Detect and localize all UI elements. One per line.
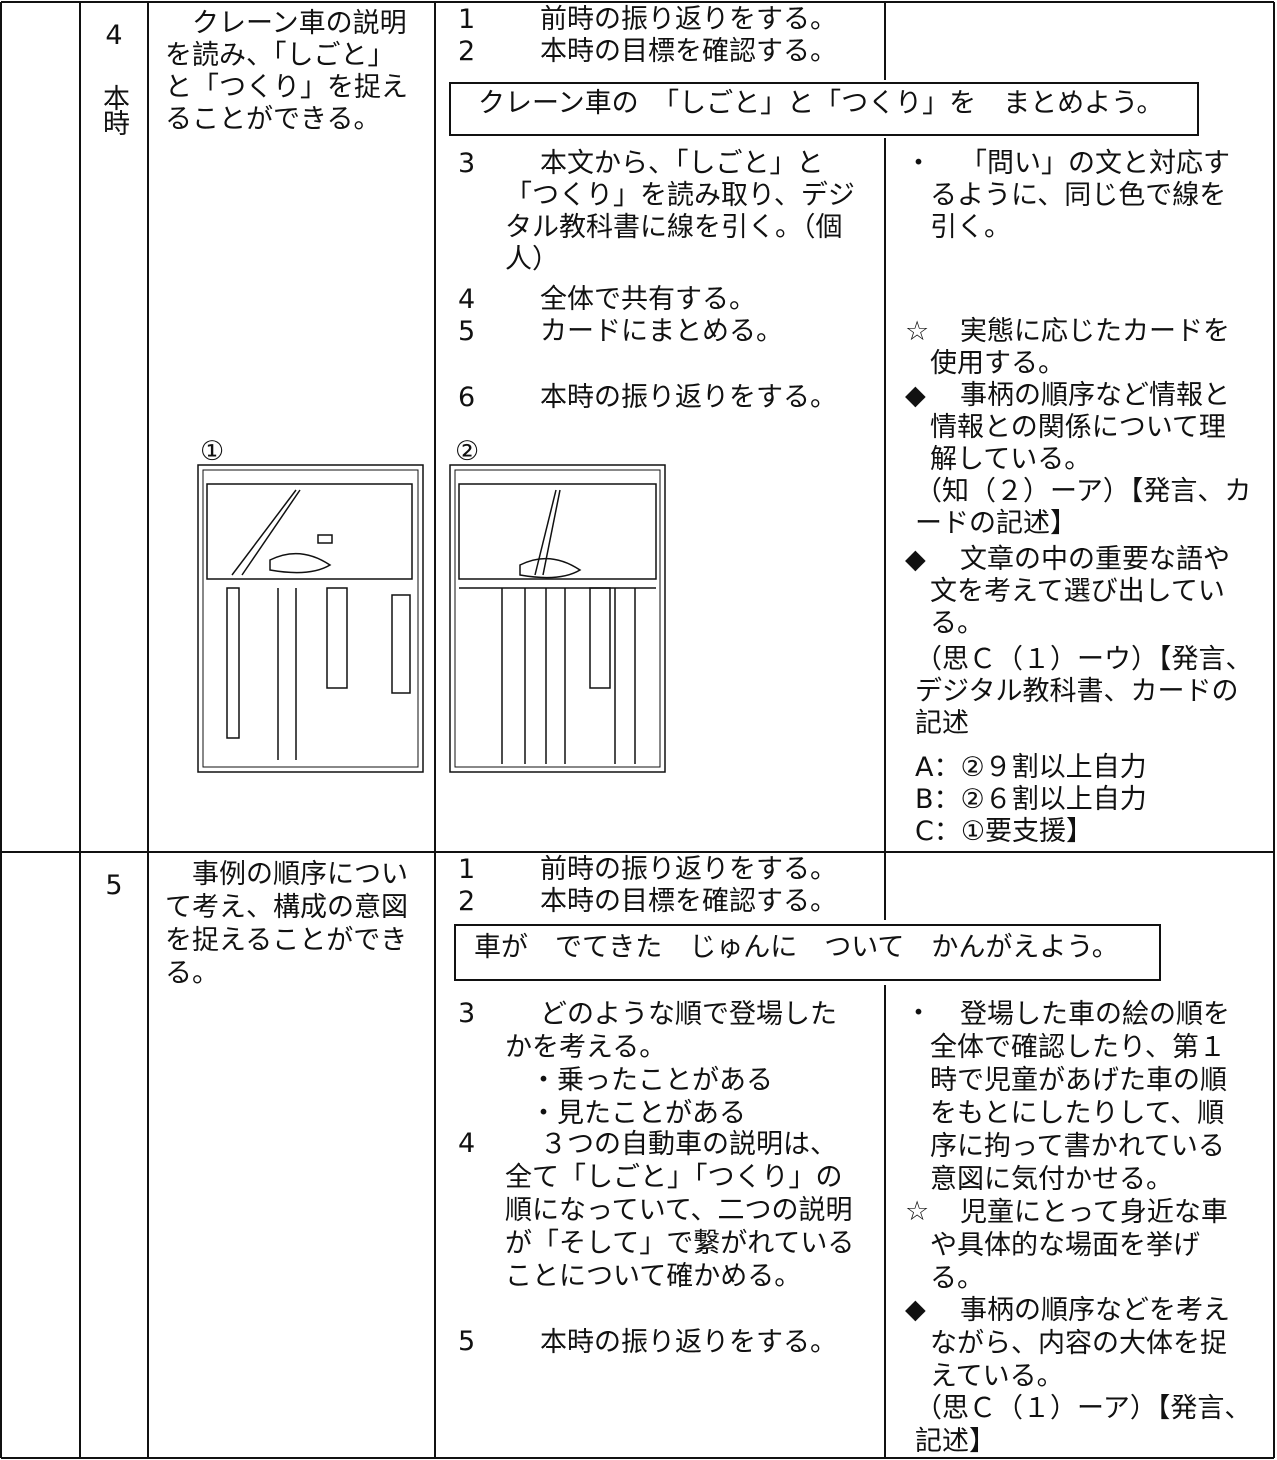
- lesson-target: 車が でてきた じゅんに ついて かんがえよう。: [474, 932, 1119, 963]
- note-text: （思Ｃ（１）ーウ）【発言、デジタル教科書、カードの記述: [915, 644, 1253, 739]
- lesson-number: 5: [105, 870, 123, 901]
- activity-number: 4: [458, 1128, 476, 1159]
- activity-text: 前時の振り返りをする。: [540, 4, 837, 35]
- activity-number: 2: [458, 886, 476, 917]
- note-text: （知（２）ーア）【発言、カードの記述】: [915, 476, 1252, 539]
- lesson-number: 4: [105, 20, 123, 51]
- activity-text: 本文から、「しごと」と「つくり」を読み取り、デジタル教科書に線を引く。（個人）: [505, 148, 855, 275]
- note-mark: ◆: [905, 544, 926, 575]
- note-text: 文章の中の重要な語や文を考えて選び出している。: [930, 544, 1230, 639]
- note-text: C：①要支援】: [915, 816, 1094, 847]
- note-mark: ☆: [905, 316, 930, 347]
- note-text: 事柄の順序など情報と情報との関係について理解している。: [930, 380, 1230, 475]
- note-text: 登場した車の絵の順を全体で確認したり、第１時で児童があげた車の順をもとにしたりし…: [930, 999, 1230, 1195]
- activity-number: 1: [458, 4, 476, 35]
- activity-number: 6: [458, 382, 476, 413]
- note-text: 児童にとって身近な車や具体的な場面を挙げる。: [930, 1197, 1228, 1294]
- note-mark: ・: [905, 998, 932, 1029]
- activity-sub-item: ・見たことがある: [530, 1098, 746, 1129]
- note-text: B：②６割以上自力: [915, 784, 1147, 815]
- activity-number: 3: [458, 148, 476, 179]
- activity-number: 3: [458, 998, 476, 1029]
- note-text: 事柄の順序などを考えながら、内容の大体を捉えている。: [930, 1295, 1230, 1392]
- activity-number: 5: [458, 1326, 476, 1357]
- note-mark: ☆: [905, 1196, 930, 1227]
- activity-number: 5: [458, 316, 476, 347]
- activity-number: 1: [458, 854, 476, 885]
- activity-text: 全体で共有する。: [540, 284, 756, 315]
- activity-text: どのような順で登場したかを考える。: [505, 999, 837, 1063]
- note-mark: ・: [905, 148, 932, 179]
- activity-number: 4: [458, 284, 476, 315]
- lesson-label: 本時: [98, 84, 129, 134]
- activity-text: 本時の振り返りをする。: [540, 1327, 837, 1358]
- goal: クレーン車の説明を読み、「しごと」と「つくり」を捉えることができる。: [165, 8, 408, 135]
- activity-text: 本時の目標を確認する。: [540, 36, 837, 67]
- note-text: 「問い」の文と対応するように、同じ色で線を引く。: [930, 148, 1230, 243]
- activity-sub-item: ・乗ったことがある: [530, 1065, 773, 1096]
- activity-text: 前時の振り返りをする。: [540, 854, 837, 885]
- activity-text: 本時の振り返りをする。: [540, 382, 837, 413]
- figure-label: ②: [455, 436, 480, 467]
- note-text: 実態に応じたカードを使用する。: [930, 316, 1230, 379]
- note-text: （思Ｃ（１）ーア）【発言、記述】: [915, 1393, 1252, 1457]
- figure-label: ①: [200, 436, 225, 467]
- activity-number: 2: [458, 36, 476, 67]
- activity-text: カードにまとめる。: [540, 316, 783, 347]
- note-mark: ◆: [905, 1294, 926, 1325]
- goal: 事例の順序について考え、構成の意図を捉えることができる。: [165, 859, 408, 989]
- note-text: A：②９割以上自力: [915, 752, 1147, 783]
- activity-text: 本時の目標を確認する。: [540, 886, 837, 917]
- activity-text: ３つの自動車の説明は、全て「しごと」「つくり」の順になっていて、二つの説明が「そ…: [505, 1129, 855, 1292]
- note-mark: ◆: [905, 380, 926, 411]
- lesson-target: クレーン車の 「しごと」と「つくり」を まとめよう。: [478, 88, 1164, 119]
